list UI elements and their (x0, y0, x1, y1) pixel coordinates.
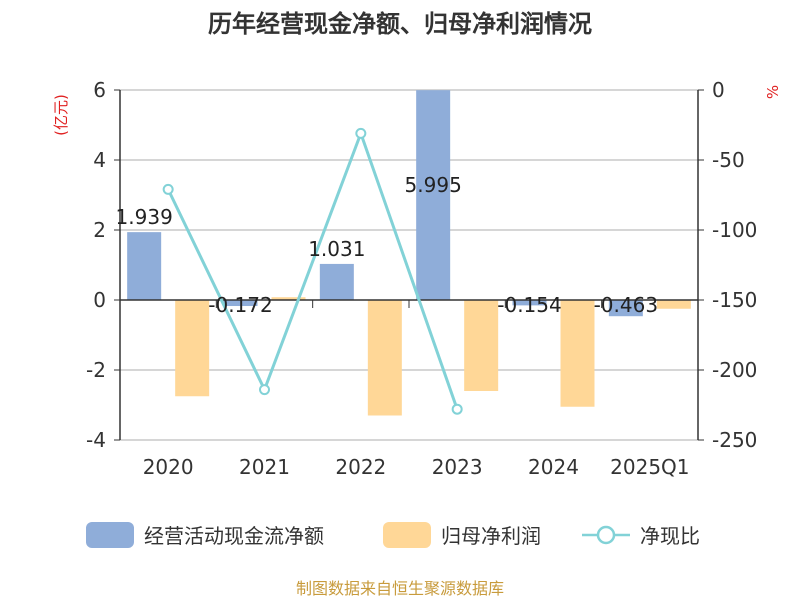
cash-flow-bar-2024 (512, 300, 547, 306)
cash-flow-data-label: 5.995 (405, 173, 462, 197)
cash-flow-data-label: -0.154 (497, 293, 561, 317)
cash-flow-data-label: 1.939 (116, 205, 173, 229)
legend-label-cash-ratio: 净现比 (640, 524, 700, 548)
grid-lines (120, 89, 698, 441)
right-axis-unit: % (764, 85, 782, 99)
legend-swatch-operating-cash-flow (86, 522, 134, 548)
legend-label-operating-cash-flow: 经营活动现金流净额 (144, 524, 324, 548)
right-tick-label: -250 (712, 428, 757, 452)
cash-ratio-point (451, 403, 463, 415)
left-tick-label: 2 (93, 218, 106, 242)
cash-flow-bar-2025Q1 (608, 300, 643, 317)
net-profit-bar-2024 (560, 300, 595, 407)
cash-flow-bar-2023 (416, 90, 451, 300)
left-tick-label: 4 (93, 148, 106, 172)
x-tick-label: 2021 (239, 455, 290, 479)
bar-layer (127, 90, 691, 416)
net-profit-bar-2022 (367, 300, 402, 416)
legend-label-net-profit: 归母净利润 (441, 524, 541, 548)
cash-ratio-point (162, 183, 174, 195)
net-profit-bar-2020 (175, 300, 210, 397)
right-tick-label: -100 (712, 218, 757, 242)
axes: 6 4 2 0 -2 -4 0 -50 -100 -150 -200 -250 2020 2021 2022… (86, 78, 757, 479)
x-tick-label: 2023 (432, 455, 483, 479)
cash-flow-data-label: 1.031 (308, 237, 365, 261)
cash-flow-bar-2021 (223, 300, 258, 307)
right-tick-label: 0 (712, 78, 725, 102)
legend-item-net-profit[interactable]: 归母净利润 (383, 522, 541, 548)
cash-ratio-point (355, 127, 367, 139)
right-tick-label: -50 (712, 148, 745, 172)
right-tick-label: -200 (712, 358, 757, 382)
line-layer (162, 127, 463, 415)
net-profit-bar-2025Q1 (656, 300, 691, 309)
left-tick-label: 6 (93, 78, 106, 102)
legend[interactable]: 经营活动现金流净额 归母净利润 净现比 (86, 522, 700, 548)
left-axis-unit: (亿元) (52, 94, 70, 136)
left-tick-label: -4 (86, 428, 106, 452)
cash-flow-data-label: -0.172 (208, 293, 272, 317)
x-tick-label: 2025Q1 (610, 455, 689, 479)
net-profit-bar-2021 (271, 297, 306, 300)
legend-swatch-net-profit (383, 522, 431, 548)
cash-flow-bar-2020 (127, 232, 162, 300)
net-profit-bar-2023 (464, 300, 499, 391)
chart-title: 历年经营现金净额、归母净利润情况 (208, 10, 592, 38)
legend-marker-cash-ratio (596, 525, 616, 545)
x-tick-label: 2022 (335, 455, 386, 479)
left-tick-label: -2 (86, 358, 106, 382)
cash-flow-data-label: -0.463 (594, 293, 658, 317)
legend-item-operating-cash-flow[interactable]: 经营活动现金流净额 (86, 522, 324, 548)
source-note: 制图数据来自恒生聚源数据库 (296, 579, 504, 598)
x-tick-label: 2024 (528, 455, 579, 479)
cash-flow-bar-2022 (319, 263, 354, 300)
right-tick-label: -150 (712, 288, 757, 312)
cash-ratio-line (166, 128, 459, 410)
legend-item-cash-ratio[interactable]: 净现比 (582, 524, 700, 548)
x-tick-label: 2020 (143, 455, 194, 479)
data-labels: 1.939 -0.172 1.031 5.995 -0.154 -0.463 (116, 173, 659, 317)
cash-ratio-point (259, 384, 270, 396)
left-tick-label: 0 (93, 288, 106, 312)
